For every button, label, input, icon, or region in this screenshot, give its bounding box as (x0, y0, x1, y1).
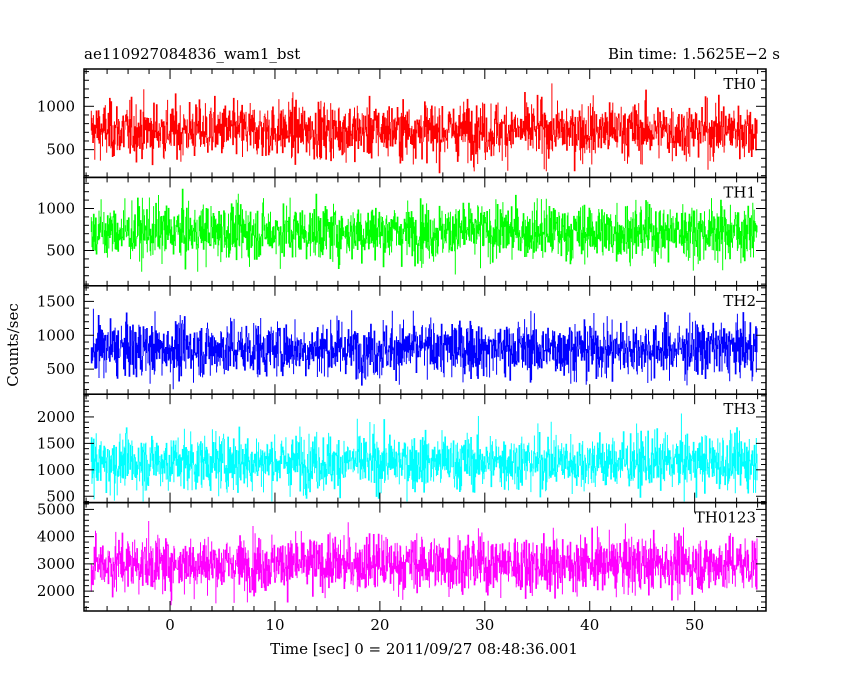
y-tick-label: 2000 (37, 408, 75, 426)
plot-title: ae110927084836_wam1_bst (84, 45, 300, 63)
x-tick-label: 40 (580, 616, 599, 634)
y-tick-label: 500 (46, 360, 75, 378)
panel-th0123: 2000 3000 4000 5000 TH0123 (37, 500, 767, 612)
series-th2 (90, 308, 758, 390)
y-tick-label: 1000 (37, 461, 75, 479)
y-tick-label: 500 (46, 242, 75, 260)
series-th0 (90, 83, 758, 174)
panel-label-th1: TH1 (723, 183, 756, 201)
panel-th0: 500 1000 TH0 (37, 68, 767, 179)
panel-frame (83, 501, 767, 612)
y-tick-label: 1000 (37, 97, 75, 115)
series-th3 (90, 413, 758, 502)
panel-th2: 500 1000 1500 TH2 (37, 285, 767, 395)
y-axis-label: Counts/sec (4, 303, 22, 387)
x-tick-label: 0 (165, 616, 175, 634)
y-tick-label: 5000 (37, 500, 75, 518)
panel-label-th3: TH3 (723, 400, 756, 418)
y-tick-label: 500 (46, 487, 75, 505)
y-tick-label: 2000 (37, 582, 75, 600)
series-th0123 (90, 521, 758, 606)
panel-label-th0123: TH0123 (695, 509, 756, 527)
series-th1 (90, 188, 758, 275)
x-tick-label: 50 (685, 616, 704, 634)
x-tick-label: 20 (370, 616, 389, 634)
y-tick-label: 1000 (37, 326, 75, 344)
y-tick-label: 4000 (37, 528, 75, 546)
bin-time-label: Bin time: 1.5625E−2 s (608, 45, 780, 63)
x-tick-label: 30 (475, 616, 494, 634)
panel-th3: 500 1000 1500 2000 TH3 (37, 393, 767, 505)
y-tick-label: 3000 (37, 555, 75, 573)
y-tick-label: 500 (46, 141, 75, 159)
x-axis-label: Time [sec] 0 = 2011/09/27 08:48:36.001 (270, 640, 578, 658)
y-tick-label: 1500 (37, 292, 75, 310)
panel-label-th0: TH0 (723, 75, 756, 93)
y-tick-label: 1500 (37, 434, 75, 452)
panel-label-th2: TH2 (723, 292, 756, 310)
y-tick-label: 1000 (37, 199, 75, 217)
panel-th1: 500 1000 TH1 (37, 176, 767, 287)
x-tick-label: 10 (265, 616, 284, 634)
